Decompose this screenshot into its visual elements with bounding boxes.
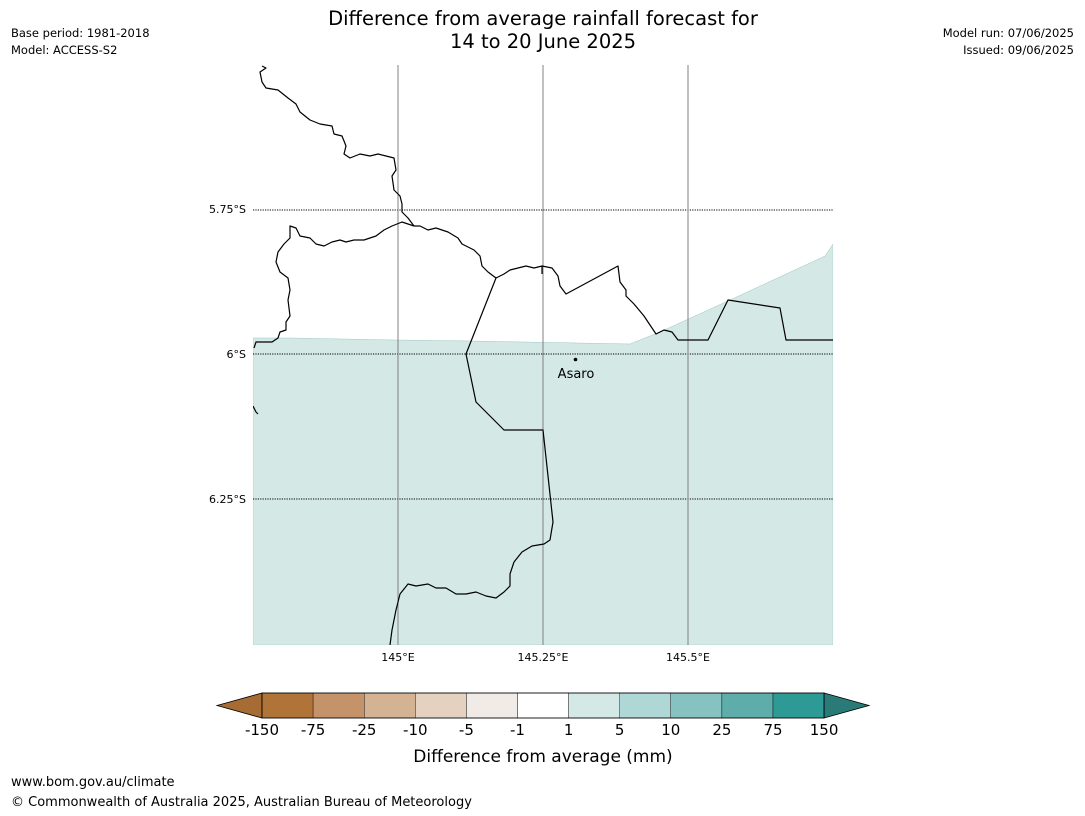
lon-label-145-5e: 145.5°E (666, 651, 710, 664)
issued-text: Issued: 09/06/2025 (963, 43, 1074, 57)
boundary-lines (253, 65, 833, 645)
colorbar-tick-label: 75 (763, 721, 782, 739)
colorbar-extend-low (215, 692, 263, 719)
map-title: Difference from average rainfall forecas… (243, 7, 843, 53)
model-text: Model: ACCESS-S2 (11, 43, 118, 57)
metadata-left: Base period: 1981-2018 Model: ACCESS-S2 (11, 25, 150, 59)
footer-url: www.bom.gov.au/climate (11, 775, 175, 790)
colorbar-segment (619, 692, 672, 719)
place-asaro: Asaro (558, 357, 595, 382)
footer-copyright: © Commonwealth of Australia 2025, Austra… (11, 795, 472, 810)
colorbar-segment (364, 692, 416, 719)
lat-label-6s: 6°S (227, 348, 246, 361)
title-line-2: 14 to 20 June 2025 (449, 30, 637, 53)
lat-label-5-75s: 5.75°S (209, 203, 246, 216)
colorbar-segment (466, 692, 518, 719)
meridian-lines (397, 65, 689, 645)
colorbar-extend-high (823, 692, 871, 719)
colorbar-swatches (215, 692, 871, 719)
colorbar-outline (261, 692, 825, 719)
colorbar-tick-label: 150 (810, 721, 839, 739)
colorbar-tick-label: -10 (403, 721, 428, 739)
colorbar-ticks: -150 -75 -25 -10 -5 -1 1 5 10 25 75 150 (245, 721, 838, 739)
metadata-right: Model run: 07/06/2025 Issued: 09/06/2025 (943, 25, 1074, 59)
colorbar-tick-label: -150 (245, 721, 279, 739)
colorbar-title: Difference from average (mm) (413, 747, 672, 767)
boundary-west-tick (253, 405, 259, 415)
colorbar-segment (721, 692, 774, 719)
colorbar-segment (517, 692, 569, 719)
colorbar-tick-label: -75 (301, 721, 326, 739)
colorbar-tick-label: 5 (615, 721, 625, 739)
asaro-label: Asaro (558, 367, 595, 382)
colorbar-tick-label: -5 (459, 721, 474, 739)
boundary-north (259, 65, 415, 227)
lon-label-145-25e: 145.25°E (518, 651, 569, 664)
colorbar-segment (415, 692, 467, 719)
colorbar-tick-label: 1 (564, 721, 574, 739)
colorbar-segment (670, 692, 723, 719)
boundary-west (253, 221, 415, 349)
map-area: Asaro (253, 65, 833, 645)
colorbar-segment (261, 692, 314, 719)
colorbar-segment (568, 692, 620, 719)
model-run-text: Model run: 07/06/2025 (942, 26, 1074, 40)
colorbar-tick-label: -25 (352, 721, 377, 739)
asaro-marker (573, 357, 578, 362)
colorbar-tick-label: 25 (712, 721, 731, 739)
base-period-text: Base period: 1981-2018 (11, 26, 150, 40)
colorbar-tick-label: -1 (510, 721, 525, 739)
boundary-central (414, 225, 543, 279)
lat-label-6-25s: 6.25°S (209, 493, 246, 506)
title-line-1: Difference from average rainfall forecas… (328, 7, 758, 30)
boundary-southern (389, 277, 554, 645)
boundary-east-bump (541, 265, 833, 341)
colorbar-segment (312, 692, 365, 719)
colorbar-legend: -150 -75 -25 -10 -5 -1 1 5 10 25 75 150 Difference … (215, 692, 871, 767)
parallel-lines (253, 209, 833, 500)
lon-label-145e: 145°E (381, 651, 414, 664)
colorbar-segment (772, 692, 825, 719)
colorbar-tick-label: 10 (661, 721, 680, 739)
axis-labels: 5.75°S 6°S 6.25°S 145°E 145.25°E 145.5°E (209, 203, 710, 664)
